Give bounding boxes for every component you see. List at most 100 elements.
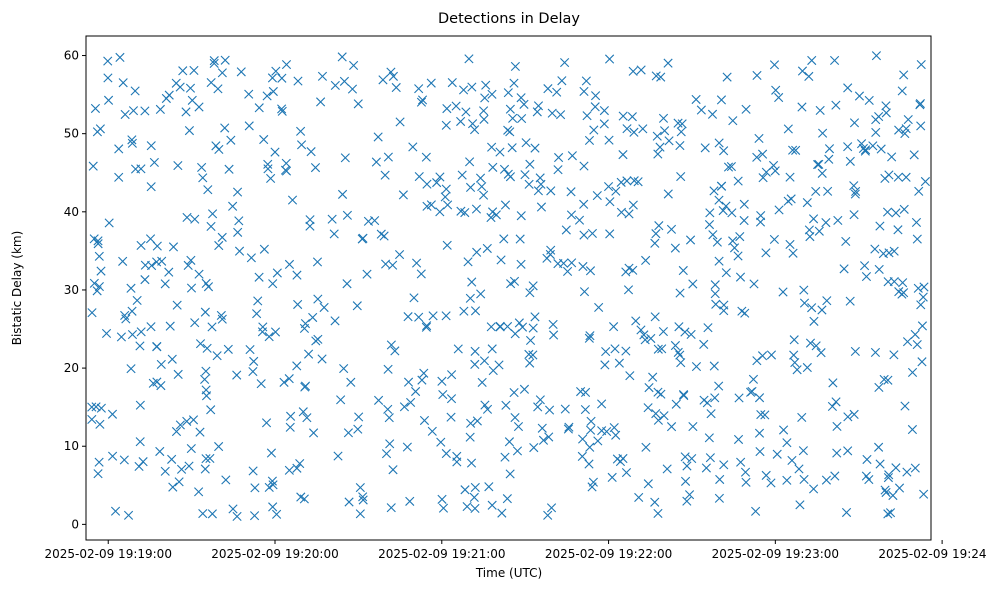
data-point [308,312,318,323]
x-tick-label: 2025-02-09 19:19:00 [45,547,172,561]
data-point [470,306,481,316]
data-point [504,437,515,447]
data-point [599,119,609,129]
data-point [403,377,414,387]
data-point [849,181,859,191]
data-point [621,267,631,277]
data-point [458,85,469,95]
data-point [785,172,795,182]
data-point [612,454,622,464]
data-point [747,386,757,397]
data-point [663,58,673,68]
data-point [881,101,891,111]
data-point [267,73,278,83]
data-point [715,474,725,485]
data-point [176,464,187,474]
data-point [479,106,489,116]
data-point [832,448,842,458]
data-point [398,190,408,200]
data-point [232,511,242,522]
data-point [560,404,570,414]
data-point [533,402,543,412]
data-point [785,239,795,250]
data-point [87,402,97,412]
data-point [465,182,476,192]
data-point [659,126,670,136]
data-point [592,190,602,201]
data-point [628,200,638,210]
data-point [330,316,340,326]
data-point [536,179,546,189]
data-point [114,172,124,182]
data-point [506,279,516,289]
data-point [466,458,477,468]
data-point [841,236,851,246]
data-point [295,458,305,469]
data-point [650,497,660,507]
data-point [249,511,260,521]
data-point [280,165,291,175]
data-point [858,143,868,154]
data-point [899,70,909,80]
data-point [849,118,860,128]
data-point [758,173,768,183]
data-point [460,485,470,495]
data-point [605,229,615,239]
data-point [499,234,509,244]
data-point [579,161,589,171]
data-point [918,292,928,302]
data-point [457,170,467,180]
data-point [172,300,182,310]
data-point [467,277,477,287]
data-point [875,221,885,231]
data-point [799,298,810,308]
data-point [766,350,777,360]
data-point [916,59,926,70]
data-point [284,465,294,475]
data-point [566,187,576,197]
data-point [625,371,635,381]
data-point [755,446,765,457]
data-point [228,504,238,514]
data-point [680,476,691,486]
data-point [426,200,436,210]
data-point [831,100,841,110]
data-point [849,210,859,220]
data-point [386,67,396,77]
data-point [456,206,466,216]
data-point [358,492,368,502]
data-point [201,366,211,376]
data-point [422,321,432,331]
data-point [519,99,529,109]
data-point [339,363,349,374]
data-point [631,316,641,326]
data-point [292,270,302,280]
data-point [740,308,750,318]
data-point [268,480,278,490]
data-point [778,425,789,435]
data-point [733,251,743,261]
data-point [553,259,563,269]
data-point [656,389,666,399]
data-point [791,145,801,155]
data-point [795,500,805,510]
data-point [391,82,401,93]
data-point [912,339,922,350]
data-point [435,207,445,217]
data-point [501,400,511,410]
y-tick-label: 10 [64,439,79,453]
data-point [687,453,697,464]
data-point [438,389,448,400]
data-point [146,141,156,151]
data-point [585,331,595,341]
data-point [258,322,268,332]
data-point [127,306,137,316]
data-point [860,146,870,156]
data-point [343,428,354,438]
data-point [889,276,899,287]
data-point [118,78,128,88]
data-point [849,409,859,419]
data-point [516,93,526,103]
data-point [178,66,188,76]
data-point [344,497,354,507]
